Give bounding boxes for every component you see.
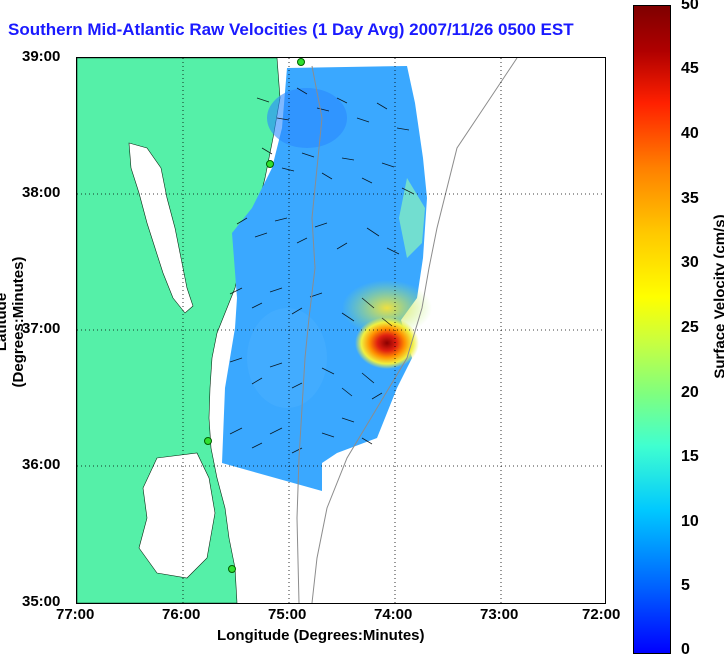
- velocity-arrows: [229, 87, 415, 454]
- bathymetry-contour-outer: [311, 58, 518, 603]
- chesapeake-bay: [128, 142, 194, 314]
- colorbar-tick: 0: [681, 641, 690, 658]
- x-tick-label: 77:00: [56, 606, 95, 623]
- x-tick-label: 73:00: [480, 606, 519, 623]
- y-tick-label: 39:00: [22, 48, 61, 65]
- x-axis-label: Longitude (Degrees:Minutes): [217, 627, 425, 644]
- y-tick-label: 37:00: [22, 320, 61, 337]
- radar-site-marker: [297, 58, 305, 66]
- colorbar-tick: 10: [681, 513, 699, 530]
- y-tick-label: 36:00: [22, 456, 61, 473]
- colorbar-tick: 15: [681, 448, 699, 465]
- map-svg: [77, 58, 605, 603]
- colorbar-label: Surface Velocity (cm/s): [711, 214, 724, 379]
- map-plot-area: [76, 57, 606, 604]
- colorbar-tick: 50: [681, 0, 699, 13]
- radar-sites: [204, 58, 305, 573]
- pamlico-sound: [138, 452, 216, 579]
- grid-lines: [77, 58, 605, 603]
- x-tick-label: 74:00: [374, 606, 413, 623]
- bathymetry-contour: [296, 65, 323, 603]
- radar-site-marker: [228, 565, 236, 573]
- radar-site-marker: [266, 160, 274, 168]
- x-tick-label: 76:00: [162, 606, 201, 623]
- chart-title: Southern Mid-Atlantic Raw Velocities (1 …: [8, 20, 574, 39]
- colorbar-tick: 35: [681, 190, 699, 207]
- colorbar-tick: 25: [681, 319, 699, 336]
- colorbar-tick: 5: [681, 577, 690, 594]
- x-tick-label: 72:00: [582, 606, 621, 623]
- radar-site-marker: [204, 437, 212, 445]
- y-tick-label: 38:00: [22, 184, 61, 201]
- colorbar-tick: 30: [681, 254, 699, 271]
- colorbar-tick: 20: [681, 384, 699, 401]
- colorbar: [633, 5, 671, 654]
- colorbar-tick: 45: [681, 60, 699, 77]
- y-axis-label: Latitude (Degrees:Minutes): [0, 256, 27, 388]
- x-tick-label: 75:00: [268, 606, 307, 623]
- colorbar-tick: 40: [681, 125, 699, 142]
- y-tick-label: 35:00: [22, 593, 61, 610]
